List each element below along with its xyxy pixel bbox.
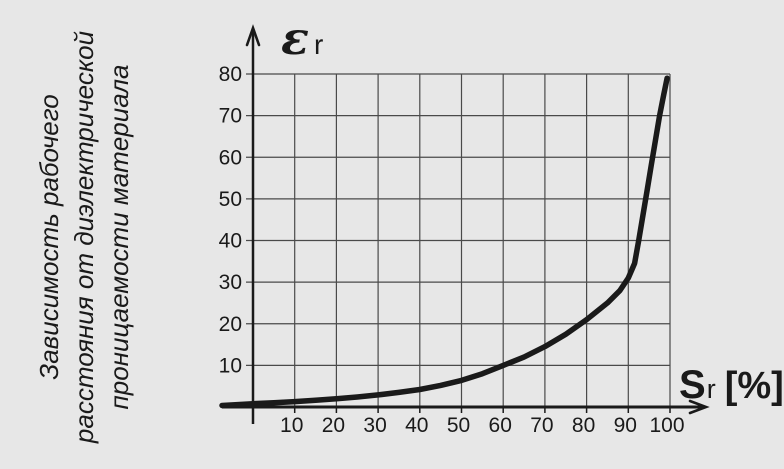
x-tick-label: 50 — [447, 414, 470, 437]
y-tick-label: 10 — [219, 354, 242, 377]
y-tick-label: 60 — [219, 146, 242, 169]
x-tick-label: 90 — [614, 414, 637, 437]
x-axis-arrow-icon — [688, 399, 710, 415]
s-subscript: r — [706, 374, 716, 404]
epsilon-symbol: ε — [281, 11, 309, 65]
epsilon-subscript: r — [313, 29, 324, 60]
s-symbol: S — [679, 363, 706, 407]
x-tick-label: 10 — [280, 414, 303, 437]
y-tick-label: 20 — [219, 313, 242, 336]
x-tick-label: 40 — [405, 414, 428, 437]
y-tick-label: 80 — [219, 63, 242, 86]
curve-epsilon-r — [219, 75, 670, 409]
x-tick-label: 60 — [489, 414, 512, 437]
x-tick-label: 30 — [363, 414, 386, 437]
x-tick-label: 80 — [572, 414, 595, 437]
y-tick-label: 70 — [219, 105, 242, 128]
y-tick-label: 50 — [219, 188, 242, 211]
x-tick-label: 20 — [322, 414, 345, 437]
x-tick-label: 70 — [530, 414, 553, 437]
percent-unit: [%] — [724, 365, 784, 407]
y-axis-arrow-icon — [245, 24, 261, 47]
x-tick-label: 100 — [649, 414, 684, 437]
y-tick-label: 30 — [219, 271, 242, 294]
y-tick-label: 40 — [219, 230, 242, 253]
